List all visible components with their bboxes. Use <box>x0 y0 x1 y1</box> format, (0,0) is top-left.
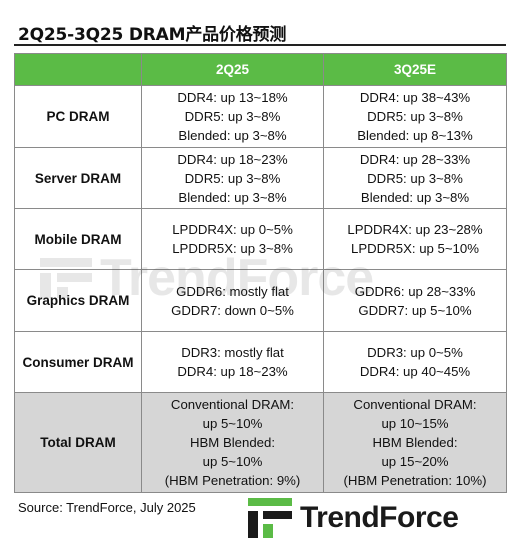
cell-line: up 15~20% <box>381 454 449 469</box>
cell-line: DDR5: up 3~8% <box>367 109 463 124</box>
cell-2q25: DDR3: mostly flat DDR4: up 18~23% <box>141 331 324 393</box>
cell-line: DDR4: up 18~23% <box>177 364 288 379</box>
cell-2q25: DDR4: up 13~18% DDR5: up 3~8% Blended: u… <box>141 85 324 148</box>
cell-line: Blended: up 3~8% <box>360 189 470 205</box>
cell-2q25: Conventional DRAM: up 5~10% HBM Blended:… <box>141 392 324 493</box>
price-forecast-table: 2Q25 3Q25E PC DRAM DDR4: up 13~18% DDR5:… <box>14 53 507 493</box>
table-row: Graphics DRAM GDDR6: mostly flat GDDR7: … <box>14 269 507 332</box>
cell-2q25: DDR4: up 18~23% DDR5: up 3~8% Blended: u… <box>141 147 324 209</box>
cell-3q25e: DDR4: up 38~43% DDR5: up 3~8% Blended: u… <box>323 85 507 148</box>
cell-line: DDR4: up 28~33% <box>359 151 471 167</box>
cell-line: Blended: up 3~8% <box>178 128 287 143</box>
cell-line: DDR4: up 38~43% <box>359 90 471 105</box>
cell-line: DDR5: up 3~8% <box>367 170 463 186</box>
table-row: Server DRAM DDR4: up 18~23% DDR5: up 3~8… <box>14 147 507 209</box>
header-row: 2Q25 3Q25E <box>14 53 507 86</box>
brand-logo: TrendForce <box>248 498 459 538</box>
row-label: Server DRAM <box>14 147 142 209</box>
cell-line: LPDDR4X: up 23~28% <box>347 222 483 237</box>
cell-line: HBM Blended: <box>372 435 458 450</box>
brand-name: TrendForce <box>300 501 459 534</box>
cell-3q25e: DDR3: up 0~5% DDR4: up 40~45% <box>323 331 507 393</box>
cell-line: DDR5: up 3~8% <box>184 109 281 124</box>
row-label: PC DRAM <box>14 85 142 148</box>
row-label: Consumer DRAM <box>14 331 142 393</box>
cell-line: LPDDR4X: up 0~5% <box>172 222 293 237</box>
cell-line: DDR4: up 40~45% <box>359 364 471 379</box>
table-row: PC DRAM DDR4: up 13~18% DDR5: up 3~8% Bl… <box>14 85 507 148</box>
cell-line: (HBM Penetration: 9%) <box>164 473 301 488</box>
cell-line: (HBM Penetration: 10%) <box>343 473 487 488</box>
table-row: Mobile DRAM LPDDR4X: up 0~5% LPDDR5X: up… <box>14 208 507 270</box>
row-label: Graphics DRAM <box>14 269 142 332</box>
cell-line: DDR3: mostly flat <box>181 345 284 360</box>
title-divider <box>14 44 506 46</box>
trendforce-logo-icon <box>248 498 292 538</box>
cell-3q25e: GDDR6: up 28~33% GDDR7: up 5~10% <box>323 269 507 332</box>
cell-line: DDR5: up 3~8% <box>184 170 281 186</box>
cell-line: DDR4: up 13~18% <box>177 90 288 105</box>
page-title: 2Q25-3Q25 DRAM产品价格预测 <box>18 25 287 45</box>
cell-line: up 5~10% <box>202 454 263 469</box>
header-corner <box>14 53 142 86</box>
cell-line: up 5~10% <box>202 416 263 431</box>
header-2q25: 2Q25 <box>141 53 324 86</box>
header-3q25e: 3Q25E <box>323 53 507 86</box>
cell-line: DDR3: up 0~5% <box>367 345 463 360</box>
row-label: Mobile DRAM <box>14 208 142 270</box>
cell-line: GDDR7: down 0~5% <box>171 302 294 318</box>
cell-line: Blended: up 3~8% <box>178 189 287 205</box>
cell-line: LPDDR5X: up 3~8% <box>172 241 293 256</box>
cell-line: Conventional DRAM: <box>353 397 477 412</box>
cell-line: GDDR6: mostly flat <box>176 283 289 299</box>
cell-3q25e: LPDDR4X: up 23~28% LPDDR5X: up 5~10% <box>323 208 507 270</box>
cell-line: Conventional DRAM: <box>170 397 295 412</box>
cell-line: Blended: up 8~13% <box>357 128 473 143</box>
source-note: Source: TrendForce, July 2025 <box>18 500 196 515</box>
cell-line: GDDR7: up 5~10% <box>358 302 472 318</box>
cell-3q25e: Conventional DRAM: up 10~15% HBM Blended… <box>323 392 507 493</box>
cell-line: HBM Blended: <box>189 435 276 450</box>
cell-3q25e: DDR4: up 28~33% DDR5: up 3~8% Blended: u… <box>323 147 507 209</box>
table-row-total: Total DRAM Conventional DRAM: up 5~10% H… <box>14 392 507 493</box>
cell-line: DDR4: up 18~23% <box>177 151 288 167</box>
row-label: Total DRAM <box>14 392 142 493</box>
cell-2q25: LPDDR4X: up 0~5% LPDDR5X: up 3~8% <box>141 208 324 270</box>
cell-line: up 10~15% <box>381 416 449 431</box>
cell-2q25: GDDR6: mostly flat GDDR7: down 0~5% <box>141 269 324 332</box>
table-row: Consumer DRAM DDR3: mostly flat DDR4: up… <box>14 331 507 393</box>
cell-line: GDDR6: up 28~33% <box>354 283 476 299</box>
cell-line: LPDDR5X: up 5~10% <box>351 241 479 256</box>
